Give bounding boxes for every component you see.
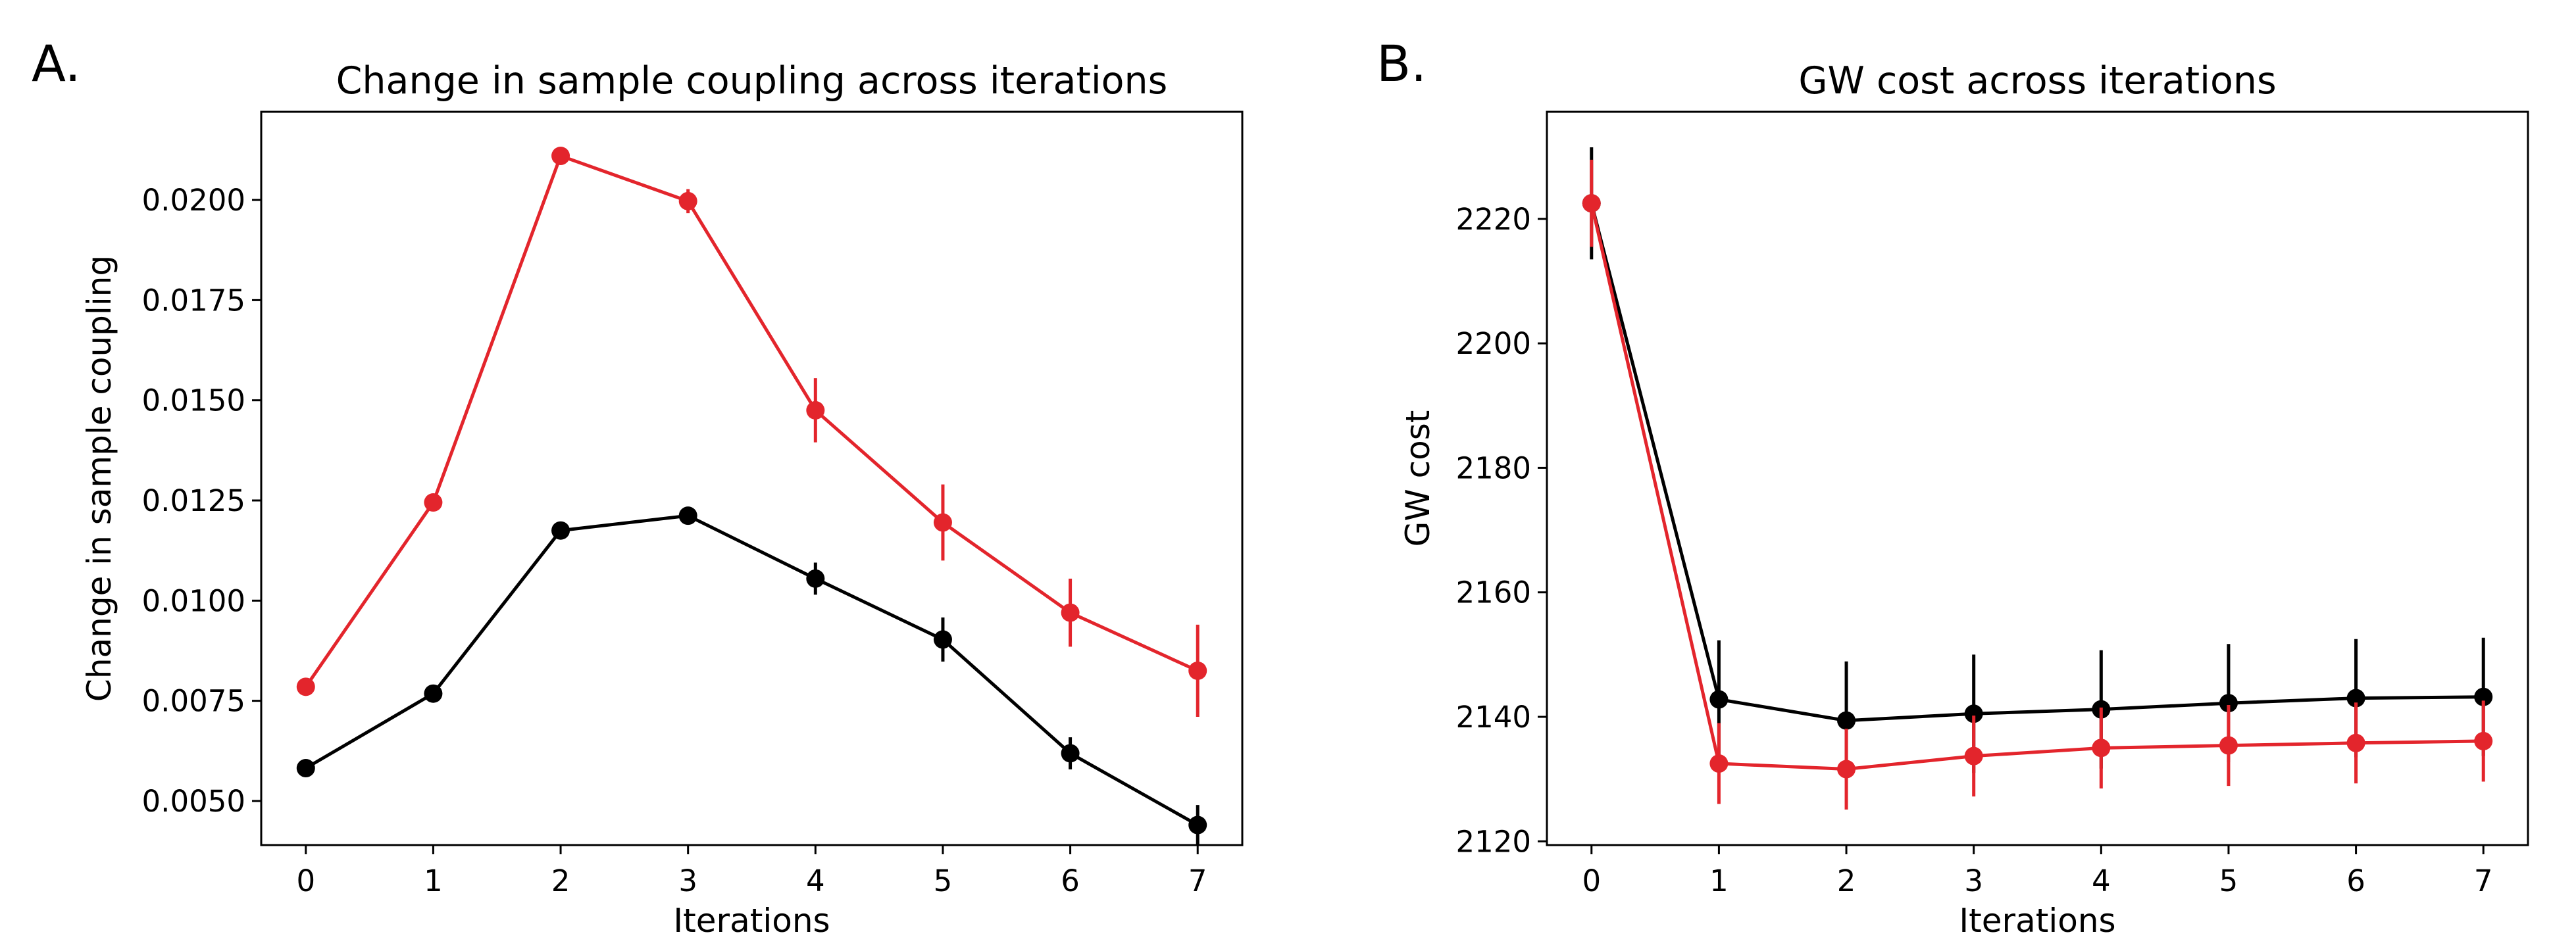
chart-b-series-0-point <box>1964 704 1983 723</box>
chart-b-xtick-label: 1 <box>1709 863 1729 898</box>
chart-a-ytick-label: 0.0100 <box>142 583 245 618</box>
chart-b-series-0-point <box>2474 687 2493 706</box>
chart-a-series-1-point <box>551 521 570 540</box>
chart-a-ytick-label: 0.0175 <box>142 283 245 318</box>
chart-a-xtick-label: 1 <box>424 863 443 898</box>
chart-a-xtick-label: 2 <box>551 863 570 898</box>
chart-b-series-1-line <box>1590 203 2484 771</box>
chart-a-xtick-label: 3 <box>678 863 697 898</box>
chart-a-series-1-point <box>933 630 952 649</box>
chart-b-series-0-point <box>2219 694 2238 713</box>
chart-a-series-1-line <box>305 514 1199 827</box>
chart-b-series-1-point <box>2346 733 2365 752</box>
chart-b-ylabel: GW cost <box>1399 410 1437 547</box>
chart-a-ytick-label: 0.0150 <box>142 383 245 418</box>
chart-b-series-0-point <box>1837 711 1856 730</box>
chart-a-series-0-point <box>1188 661 1207 680</box>
chart-a-ytick-label: 0.0075 <box>142 684 245 719</box>
chart-b-title: GW cost across iterations <box>1798 59 2276 103</box>
chart-b-xtick-label: 3 <box>1964 863 1983 898</box>
chart-b-series-1-point <box>2474 731 2493 750</box>
chart-b-ytick-label: 2180 <box>1455 450 1531 485</box>
chart-a-series-0 <box>296 147 1207 717</box>
chart-b-series-1-point <box>1709 754 1729 773</box>
chart-b: GW cost across iterations 0 1 2 3 4 5 6 7 2120 214… <box>1399 59 2529 940</box>
chart-a-series-1-point <box>296 759 315 778</box>
chart-a-series-0-point <box>678 191 697 210</box>
chart-b-frame <box>1546 110 2529 846</box>
chart-b-xtick-label: 2 <box>1837 863 1856 898</box>
chart-b-ytick-label: 2140 <box>1455 700 1531 735</box>
chart-a-xtick-label: 5 <box>934 863 953 898</box>
chart-a-ylabel: Change in sample coupling <box>80 255 118 702</box>
chart-a-xtick-label: 0 <box>296 863 315 898</box>
chart-a-xlabel: Iterations <box>673 902 830 940</box>
panel-a-letter: A. <box>32 34 81 93</box>
chart-a-series-1-point <box>1188 815 1207 835</box>
chart-b-xtick-label: 4 <box>2092 863 2111 898</box>
chart-b-xlabel: Iterations <box>1959 902 2115 940</box>
chart-b-ytick-label: 2220 <box>1455 202 1531 237</box>
chart-b-series-1-point <box>1837 760 1856 779</box>
chart-a-series-0-point <box>296 677 315 696</box>
chart-a-xtick-label: 7 <box>1188 863 1207 898</box>
chart-a-series-1-point <box>1061 744 1080 763</box>
chart-a-series-1-point <box>424 684 443 703</box>
chart-a-series-0-point <box>424 493 443 512</box>
chart-a-series-0-point <box>1061 603 1080 622</box>
chart-b-series-0-line <box>1590 203 2484 723</box>
chart-b-series-0-point <box>1709 690 1729 709</box>
chart-a-ytick-label: 0.0050 <box>142 784 245 819</box>
chart-b-series-1-point <box>2219 736 2238 755</box>
chart-b-series-0 <box>1582 147 2493 780</box>
chart-b-ytick-label: 2200 <box>1455 326 1531 361</box>
chart-b-xtick-label: 5 <box>2219 863 2238 898</box>
chart-a-series-1-point <box>806 569 825 588</box>
chart-a-series-1-point <box>678 506 697 525</box>
chart-a-series-0-point <box>933 513 952 532</box>
chart-b-xtick-label: 0 <box>1582 863 1601 898</box>
chart-b-xtick-label: 7 <box>2474 863 2493 898</box>
chart-b-series-1-point <box>1582 194 1601 213</box>
chart-a-series-1 <box>296 506 1207 845</box>
chart-b-ytick-label: 2160 <box>1455 575 1531 610</box>
chart-b-series-1-point <box>2092 739 2111 758</box>
chart-a-series-0-point <box>551 147 570 166</box>
chart-a-frame <box>260 110 1244 846</box>
chart-a: Change in sample coupling across iterati… <box>80 59 1244 940</box>
chart-b-xtick-label: 6 <box>2346 863 2365 898</box>
chart-a-ytick-label: 0.0200 <box>142 183 245 218</box>
panel-b-letter: B. <box>1376 34 1427 93</box>
chart-b-series-1 <box>1582 159 2493 810</box>
chart-a-ytick-label: 0.0125 <box>142 483 245 518</box>
chart-b-ytick-label: 2120 <box>1455 824 1531 859</box>
chart-a-series-0-point <box>806 401 825 420</box>
chart-a-title: Change in sample coupling across iterati… <box>336 59 1168 103</box>
chart-b-series-0-point <box>2346 689 2365 708</box>
chart-a-xtick-label: 4 <box>806 863 825 898</box>
chart-b-series-1-point <box>1964 746 1983 765</box>
chart-a-xtick-label: 6 <box>1061 863 1080 898</box>
chart-a-series-0-line <box>304 153 1199 688</box>
